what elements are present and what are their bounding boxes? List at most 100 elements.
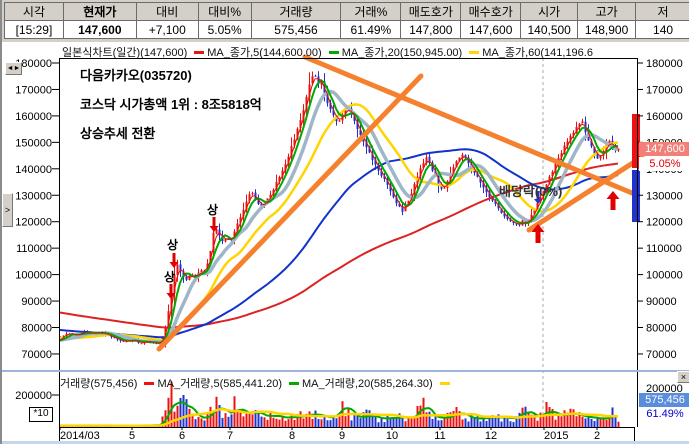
- down-arrow-1: [166, 284, 176, 299]
- panel-expand-button[interactable]: >: [2, 193, 13, 227]
- svg-text:130000: 130000: [15, 190, 52, 202]
- svg-text:2: 2: [594, 430, 600, 442]
- quote-col-7: 매수호가: [460, 2, 522, 21]
- volume-legend-label-0: 거래량(575,456): [60, 378, 138, 390]
- price-range-bar-1: [632, 170, 640, 222]
- quote-col-0: 시각: [4, 2, 64, 21]
- quote-val-1: 147,600: [62, 20, 137, 39]
- candlestick-chart[interactable]: 180000 180000 170000 170000 160000 160000 1500…: [2, 42, 689, 444]
- trendline-0[interactable]: [156, 73, 424, 352]
- up-arrow-4: [531, 224, 545, 243]
- price-range-bar-0: [632, 114, 640, 168]
- svg-text:110000: 110000: [646, 243, 682, 255]
- svg-text:160000: 160000: [646, 111, 683, 123]
- svg-text:6: 6: [179, 430, 185, 442]
- trendline-2[interactable]: [526, 154, 645, 233]
- svg-text:110000: 110000: [16, 243, 52, 255]
- svg-text:12: 12: [485, 430, 497, 442]
- svg-text:90000: 90000: [646, 296, 677, 308]
- svg-text:9: 9: [339, 430, 345, 442]
- volume-chart-legend: 거래량(575,456) MA_거래량,5(585,441.20) MA_거래량,2…: [60, 375, 453, 391]
- ex-dividend-label: 배당락(0%): [499, 184, 563, 199]
- annotation-marketcap: 코스닥 시가총액 1위 : 8조5818억: [80, 97, 262, 112]
- svg-text:7: 7: [227, 430, 233, 442]
- svg-text:70000: 70000: [21, 349, 52, 361]
- window-bottom-border: [2, 441, 689, 444]
- panel-splitter[interactable]: [2, 370, 689, 372]
- quote-col-4: 거래량: [250, 2, 342, 21]
- volume-axis-labels: 200000 200000: [15, 383, 682, 402]
- svg-text:100000: 100000: [15, 270, 52, 282]
- quote-table: 시각 현재가 대비 대비% 거래량 거래% 매도호가 매수호가 시가 고가 저 [15:29] 147…: [4, 2, 689, 39]
- limit-up-label-2: 상: [207, 203, 219, 217]
- volume-turnover-percent: 61.49%: [639, 407, 689, 421]
- svg-text:160000: 160000: [15, 111, 52, 123]
- svg-text:70000: 70000: [646, 349, 677, 361]
- quote-col-1: 현재가: [62, 2, 137, 21]
- price-legend-label-2: MA_종가,20(150,945.00): [341, 47, 463, 59]
- up-arrow-5: [606, 191, 620, 210]
- price-axis-labels: 180000 180000 170000 170000 160000 160000 1500…: [15, 58, 682, 361]
- limit-up-label-0: 상: [167, 238, 179, 252]
- price-change-percent: 5.05%: [639, 157, 689, 171]
- price-legend-label-0: 일본식차트(일간)(147,600): [62, 47, 188, 59]
- quote-val-10: 140: [635, 20, 689, 39]
- svg-text:2014/03: 2014/03: [60, 430, 100, 442]
- quote-col-6: 매도호가: [400, 2, 462, 21]
- ma-lines-group: [59, 78, 619, 344]
- svg-text:10: 10: [386, 430, 398, 442]
- chart-annotation-block: 다음카카오(035720) 코스닥 시가총액 1위 : 8조5818억 상승추세…: [80, 61, 262, 148]
- volume-legend-swatch-1: [144, 381, 155, 385]
- svg-text:5: 5: [129, 430, 135, 442]
- quote-col-8: 시가: [520, 2, 579, 21]
- quote-val-2: +7,100: [135, 20, 199, 39]
- quote-val-3: 5.05%: [197, 20, 252, 39]
- quote-value-row: [15:29] 147,600 +7,100 5.05% 575,456 61.49% 14…: [4, 20, 689, 39]
- volume-legend-label-1: MA_거래량,5(585,441.20): [157, 378, 282, 390]
- price-legend-label-3: MA_종가,60(141,196.6: [482, 47, 593, 59]
- quote-val-0: [15:29]: [4, 20, 64, 39]
- quote-col-9: 고가: [577, 2, 637, 21]
- volume-legend-swatch-3: [439, 381, 450, 385]
- quote-val-5: 61.49%: [340, 20, 402, 39]
- svg-text:120000: 120000: [15, 217, 52, 229]
- svg-text:180000: 180000: [646, 58, 683, 70]
- svg-text:11: 11: [434, 430, 445, 442]
- current-volume-badge: 575,456: [639, 393, 689, 407]
- quote-val-6: 147,800: [400, 20, 462, 39]
- down-arrow-3: [534, 191, 542, 204]
- limit-up-label-1: 상: [164, 270, 176, 284]
- quote-header-row: 시각 현재가 대비 대비% 거래량 거래% 매도호가 매수호가 시가 고가 저: [4, 2, 689, 21]
- quote-col-5: 거래%: [340, 2, 402, 21]
- ma-line-MA3: [59, 78, 619, 344]
- close-subchart-button[interactable]: ×: [677, 371, 689, 383]
- svg-text:140000: 140000: [15, 164, 52, 176]
- svg-text:120000: 120000: [646, 217, 683, 229]
- volume-legend-label-2: MA_거래량,20(585,264.30): [301, 378, 433, 390]
- svg-text:200000: 200000: [646, 383, 683, 395]
- trendline-1[interactable]: [302, 54, 635, 196]
- svg-text:180000: 180000: [15, 58, 52, 70]
- volume-ma-group: [60, 401, 619, 427]
- svg-text:100000: 100000: [646, 270, 683, 282]
- ma-line-MA60: [59, 148, 619, 339]
- axis-pan-button[interactable]: ◄►: [5, 62, 22, 75]
- svg-text:8: 8: [289, 430, 295, 442]
- volume-ma-VMA20: [60, 407, 619, 427]
- svg-text:80000: 80000: [646, 323, 677, 335]
- down-arrow-0: [169, 253, 179, 268]
- quote-strip: 시각 현재가 대비 대비% 거래량 거래% 매도호가 매수호가 시가 고가 저 [15:29] 147…: [2, 0, 689, 42]
- price-legend-label-1: MA_종가,5(144,600.00): [207, 47, 322, 59]
- ma-line-MA120: [59, 162, 619, 329]
- price-legend-swatch-3: [469, 50, 480, 54]
- quote-val-7: 147,600: [460, 20, 522, 39]
- down-arrow-2: [209, 217, 219, 232]
- svg-text:80000: 80000: [21, 323, 52, 335]
- quote-col-3: 대비%: [197, 2, 252, 21]
- current-price-badge: 147,600: [639, 142, 689, 156]
- svg-text:200000: 200000: [15, 390, 52, 402]
- svg-text:170000: 170000: [646, 84, 683, 96]
- price-legend-swatch-2: [328, 50, 339, 54]
- svg-text:90000: 90000: [21, 296, 52, 308]
